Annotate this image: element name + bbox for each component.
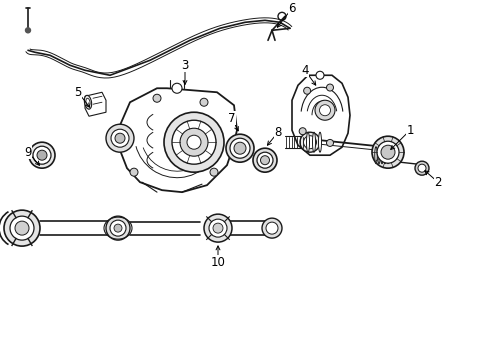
Ellipse shape (383, 147, 386, 164)
Circle shape (229, 138, 249, 158)
Text: 4: 4 (301, 64, 308, 77)
Circle shape (110, 220, 126, 236)
Circle shape (265, 222, 278, 234)
Circle shape (209, 168, 218, 176)
Circle shape (37, 150, 47, 160)
Circle shape (180, 128, 207, 156)
Circle shape (163, 112, 224, 172)
Circle shape (208, 219, 226, 237)
Ellipse shape (377, 147, 380, 164)
Circle shape (234, 142, 245, 154)
Polygon shape (120, 88, 237, 192)
Ellipse shape (318, 132, 321, 152)
Circle shape (33, 146, 51, 164)
Text: 5: 5 (74, 86, 81, 99)
Circle shape (278, 12, 285, 20)
Circle shape (262, 218, 282, 238)
Text: 2: 2 (433, 176, 441, 189)
Text: 6: 6 (287, 2, 295, 15)
Circle shape (326, 139, 333, 147)
Circle shape (315, 71, 324, 79)
Ellipse shape (374, 147, 376, 164)
Circle shape (153, 94, 161, 102)
Text: 7: 7 (228, 112, 235, 125)
Text: 10: 10 (210, 256, 225, 269)
Circle shape (314, 100, 334, 120)
Circle shape (25, 28, 30, 33)
Circle shape (299, 132, 319, 152)
Polygon shape (291, 75, 349, 155)
Ellipse shape (312, 132, 315, 152)
Circle shape (326, 84, 333, 91)
Circle shape (303, 136, 316, 149)
Circle shape (106, 216, 130, 240)
Circle shape (10, 216, 34, 240)
Circle shape (213, 223, 223, 233)
Circle shape (29, 142, 55, 168)
Circle shape (115, 133, 125, 143)
Text: 8: 8 (274, 126, 281, 139)
Ellipse shape (380, 147, 383, 164)
Circle shape (319, 105, 330, 116)
Circle shape (15, 221, 29, 235)
Circle shape (106, 124, 134, 152)
Circle shape (172, 120, 216, 164)
Circle shape (225, 134, 253, 162)
Circle shape (303, 87, 310, 94)
Circle shape (417, 164, 425, 172)
Text: 3: 3 (181, 59, 188, 72)
Ellipse shape (84, 95, 91, 109)
Circle shape (257, 152, 272, 168)
Ellipse shape (86, 98, 90, 106)
Circle shape (172, 83, 182, 93)
Circle shape (252, 148, 276, 172)
Circle shape (200, 98, 207, 106)
Circle shape (376, 141, 398, 163)
Circle shape (414, 161, 428, 175)
Text: 9: 9 (24, 146, 32, 159)
Circle shape (111, 129, 129, 147)
Ellipse shape (306, 132, 309, 152)
Ellipse shape (386, 147, 388, 164)
Circle shape (4, 210, 40, 246)
Text: 1: 1 (406, 124, 413, 137)
Circle shape (203, 214, 231, 242)
Circle shape (186, 135, 201, 149)
Circle shape (380, 145, 394, 159)
Circle shape (299, 128, 305, 135)
Circle shape (130, 168, 138, 176)
Polygon shape (85, 92, 106, 116)
Circle shape (371, 136, 403, 168)
Circle shape (260, 156, 269, 165)
Circle shape (114, 224, 122, 232)
